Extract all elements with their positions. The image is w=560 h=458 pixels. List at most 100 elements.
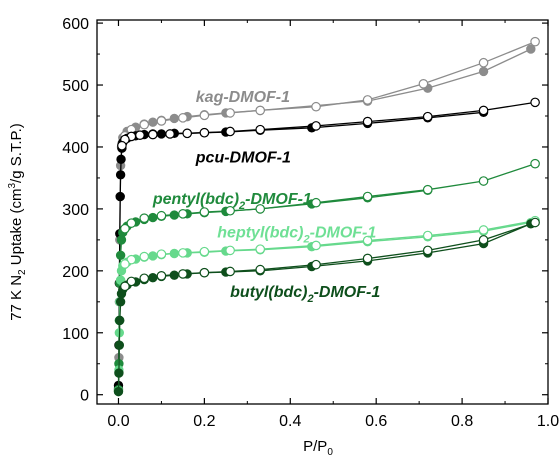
series-2	[113, 158, 540, 395]
adsorption-point	[156, 129, 167, 139]
desorption-point	[139, 273, 150, 284]
series-3	[113, 215, 540, 396]
desorption-point	[362, 235, 373, 246]
desorption-point	[422, 230, 433, 241]
desorption-point	[311, 240, 321, 251]
adsorption-point	[115, 250, 126, 261]
desorption-point	[126, 218, 137, 228]
desorption-point	[255, 244, 266, 254]
desorption-point	[117, 140, 127, 151]
y-tick-label: 400	[62, 140, 89, 157]
y-tick-label: 200	[62, 264, 89, 281]
y-tick-label: 600	[62, 16, 89, 33]
y-tick-label: 100	[62, 326, 89, 343]
adsorption-point	[115, 297, 126, 307]
series-4	[113, 217, 540, 397]
series-label-0: kag-DMOF-1	[196, 89, 290, 106]
desorption-point	[362, 191, 373, 202]
desorption-point	[478, 235, 489, 245]
plot-frame	[96, 19, 549, 405]
axes-layer: 0.0 0.2 0.4 0.6 0.8 1.0 0 100 200 300 400 500 600	[62, 16, 559, 430]
adsorption-point	[169, 113, 180, 124]
desorption-point	[148, 129, 158, 140]
desorption-point	[255, 105, 266, 116]
x-tick-label: 0.4	[279, 413, 301, 430]
adsorption-point	[115, 315, 125, 326]
desorption-point	[139, 251, 150, 262]
x-tick-label: 1.0	[537, 413, 559, 430]
desorption-point	[255, 204, 266, 214]
adsorption-point	[526, 44, 536, 54]
desorption-point	[156, 210, 167, 221]
adsorption-point	[148, 212, 158, 223]
desorption-point	[178, 269, 188, 279]
series-label-2: pentyl(bdc)2-DMOF-1	[152, 191, 312, 212]
desorption-point	[120, 259, 130, 269]
desorption-point	[362, 253, 373, 264]
desorption-point	[478, 57, 489, 68]
adsorption-point	[169, 270, 180, 280]
desorption-point	[422, 111, 433, 122]
desorption-point	[199, 267, 210, 278]
desorption-point	[156, 270, 167, 281]
adsorption-point	[148, 117, 158, 127]
desorption-point	[199, 110, 210, 121]
desorption-point	[120, 223, 130, 234]
adsorption-point	[114, 368, 124, 378]
desorption-point	[362, 116, 373, 127]
desorption-point	[199, 127, 210, 138]
desorption-point	[311, 259, 321, 270]
y-axis-title: 77 K N2 Uptake (cm3/g S.T.P.)	[7, 123, 28, 321]
desorption-point	[255, 264, 266, 275]
desorption-point	[126, 276, 137, 287]
desorption-point	[530, 36, 540, 47]
desorption-point	[178, 113, 188, 123]
y-tick-label: 500	[62, 78, 89, 95]
desorption-point	[182, 128, 192, 139]
series-layer	[113, 36, 540, 397]
desorption-line	[121, 101, 536, 146]
desorption-point	[126, 254, 137, 265]
desorption-point	[178, 248, 188, 258]
desorption-point	[478, 105, 489, 116]
desorption-point	[225, 266, 235, 277]
desorption-point	[199, 207, 210, 217]
desorption-point	[199, 246, 210, 257]
x-tick-label: 0.2	[193, 413, 215, 430]
desorption-point	[478, 176, 489, 186]
desorption-point	[311, 101, 321, 112]
adsorption-point	[478, 66, 489, 77]
adsorption-point	[115, 191, 125, 202]
adsorption-point	[116, 154, 126, 165]
desorption-point	[225, 108, 235, 118]
desorption-point	[311, 197, 321, 208]
x-tick-label: 0.8	[451, 413, 473, 430]
desorption-point	[311, 121, 321, 131]
desorption-point	[225, 126, 235, 137]
desorption-point	[120, 281, 130, 292]
desorption-point	[178, 209, 188, 219]
desorption-point	[225, 205, 235, 216]
desorption-point	[530, 158, 540, 169]
series-label-4: butyl(bdc)2-DMOF-1	[230, 284, 380, 305]
adsorption-point	[169, 248, 180, 259]
adsorption-point	[114, 340, 125, 350]
adsorption-point	[148, 272, 158, 283]
desorption-point	[418, 78, 429, 89]
y-tick-label: 0	[80, 388, 89, 405]
series-label-1: pcu-DMOF-1	[195, 149, 291, 166]
y-tick-label: 300	[62, 202, 89, 219]
series-labels: kag-DMOF-1 pcu-DMOF-1 pentyl(bdc)2-DMOF-1 h…	[152, 89, 381, 305]
desorption-point	[422, 245, 433, 256]
desorption-point	[139, 119, 150, 130]
desorption-point	[362, 95, 373, 105]
desorption-line	[121, 41, 536, 145]
desorption-point	[156, 116, 167, 126]
adsorption-point	[148, 251, 158, 261]
adsorption-point	[113, 386, 124, 397]
desorption-point	[478, 225, 489, 235]
desorption-point	[530, 97, 540, 108]
desorption-point	[255, 124, 266, 135]
adsorption-point	[169, 210, 180, 220]
